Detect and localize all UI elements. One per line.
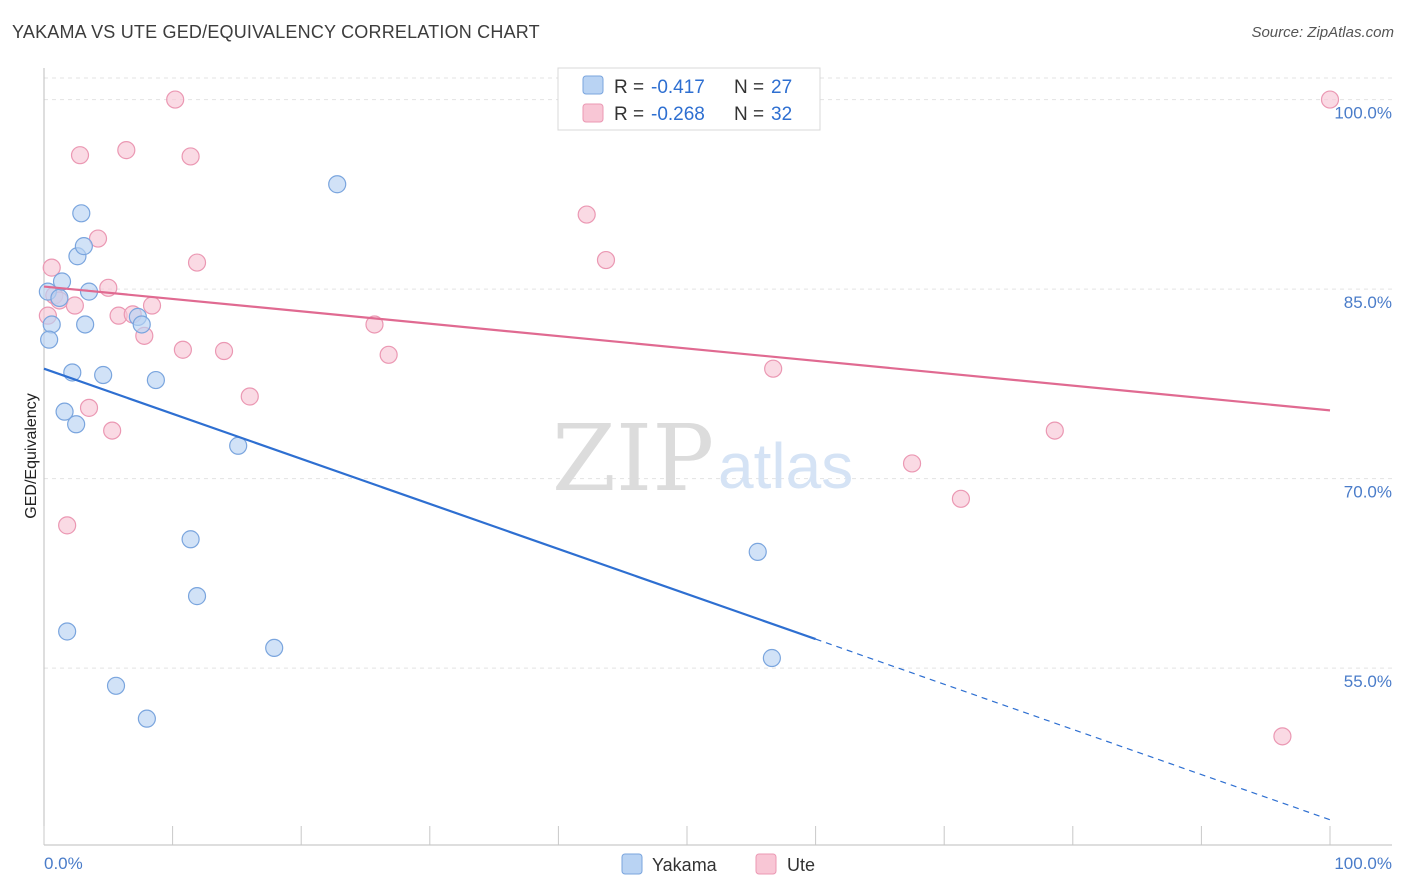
x-tick-label-max: 100.0% xyxy=(1334,854,1392,873)
ute-point xyxy=(166,90,185,109)
y-tick-label: 85.0% xyxy=(1344,293,1392,312)
watermark-atlas: atlas xyxy=(718,430,853,502)
y-tick-label: 100.0% xyxy=(1334,104,1392,123)
ute-point xyxy=(142,296,162,315)
yakama-point xyxy=(328,175,347,194)
ute-point xyxy=(214,341,234,361)
yakama-point xyxy=(40,330,59,349)
yakama-series xyxy=(38,175,781,728)
chart-title: YAKAMA VS UTE GED/EQUIVALENCY CORRELATIO… xyxy=(12,22,540,42)
watermark-zip: ZIP xyxy=(552,405,714,512)
yakama-point xyxy=(67,415,86,434)
yakama-point xyxy=(106,676,126,695)
grid-lines xyxy=(44,77,1392,669)
yakama-point xyxy=(55,402,74,421)
legend-box: R = -0.417 N = 27 R = -0.268 N = 32 xyxy=(557,67,821,131)
legend-r-value: -0.268 xyxy=(651,104,705,125)
bottom-legend-swatch-yakama xyxy=(621,853,643,875)
ute-point xyxy=(187,253,207,272)
ute-point xyxy=(240,387,259,406)
yakama-point xyxy=(137,709,156,728)
yakama-point xyxy=(181,530,200,549)
yakama-point xyxy=(132,315,151,334)
ute-point xyxy=(764,359,783,378)
yakama-trend-extension xyxy=(815,638,1331,821)
ute-point xyxy=(58,516,77,535)
legend-n-label: N = xyxy=(734,77,764,98)
bottom-legend-label-yakama: Yakama xyxy=(652,855,718,875)
yakama-point xyxy=(52,272,72,291)
ute-point xyxy=(379,345,398,364)
yakama-point xyxy=(748,542,767,561)
yakama-point xyxy=(762,648,781,668)
ute-point xyxy=(65,296,84,315)
y-tick-label: 55.0% xyxy=(1344,672,1392,691)
yakama-point xyxy=(42,315,61,334)
ute-point xyxy=(596,250,616,270)
y-axis-label: GED/Equivalency xyxy=(23,393,40,518)
bottom-legend-swatch-ute xyxy=(755,853,777,875)
ute-point xyxy=(117,141,136,160)
ute-point xyxy=(70,146,90,165)
yakama-trend-line xyxy=(43,367,816,641)
ute-point xyxy=(902,454,922,473)
ute-point xyxy=(42,258,61,277)
ute-trend-line xyxy=(43,285,1331,412)
x-tick-label-min: 0.0% xyxy=(44,854,83,873)
ute-point xyxy=(181,147,200,166)
ute-point xyxy=(1273,727,1292,746)
chart-source: Source: ZipAtlas.com xyxy=(1251,24,1394,41)
bottom-legend: Yakama Ute xyxy=(621,853,815,875)
legend-r-value: -0.417 xyxy=(651,77,705,98)
yakama-point xyxy=(187,587,207,606)
ute-point xyxy=(103,421,122,440)
ute-point xyxy=(79,398,99,417)
y-tick-labels: 55.0% 70.0% 85.0% 100.0% xyxy=(1334,104,1392,692)
ute-point xyxy=(173,340,192,359)
yakama-point xyxy=(50,288,69,308)
ute-point xyxy=(1320,90,1340,109)
y-tick-label: 70.0% xyxy=(1344,483,1392,502)
trend-lines xyxy=(43,285,1331,821)
bottom-legend-label-ute: Ute xyxy=(787,855,815,875)
yakama-point xyxy=(265,638,284,658)
ute-point xyxy=(577,205,596,224)
ute-point xyxy=(365,315,384,334)
yakama-point xyxy=(58,622,77,641)
yakama-point xyxy=(76,315,95,334)
yakama-point xyxy=(74,237,93,256)
ute-point xyxy=(88,229,108,248)
legend-n-value: 32 xyxy=(771,104,792,125)
legend-n-value: 27 xyxy=(771,77,792,98)
x-axis-ticks xyxy=(43,826,1331,845)
yakama-point xyxy=(72,204,91,223)
legend-swatch-ute xyxy=(582,103,604,123)
watermark: ZIP atlas xyxy=(552,405,853,512)
yakama-point xyxy=(94,365,113,385)
ute-point xyxy=(1045,421,1064,440)
legend-swatch-yakama xyxy=(582,75,604,95)
legend-r-label: R = xyxy=(614,104,644,125)
yakama-point xyxy=(146,370,165,390)
ute-point xyxy=(951,489,971,508)
legend-n-label: N = xyxy=(734,104,764,125)
legend-r-label: R = xyxy=(614,77,644,98)
